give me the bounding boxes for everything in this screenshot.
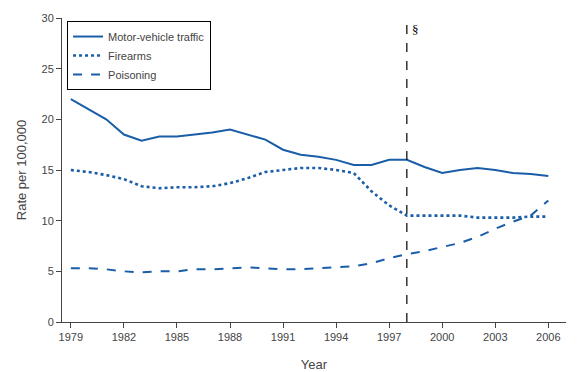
svg-text:1991: 1991 (271, 331, 295, 343)
svg-text:Poisoning: Poisoning (108, 69, 156, 81)
svg-text:25: 25 (42, 63, 54, 75)
svg-text:10: 10 (42, 215, 54, 227)
svg-text:2000: 2000 (430, 331, 454, 343)
svg-text:1985: 1985 (165, 331, 189, 343)
svg-text:Firearms: Firearms (108, 50, 152, 62)
svg-text:2006: 2006 (536, 331, 560, 343)
svg-text:1988: 1988 (218, 331, 242, 343)
svg-text:1997: 1997 (377, 331, 401, 343)
svg-text:15: 15 (42, 164, 54, 176)
svg-text:2003: 2003 (483, 331, 507, 343)
svg-text:20: 20 (42, 113, 54, 125)
svg-text:30: 30 (42, 12, 54, 24)
svg-text:5: 5 (48, 265, 54, 277)
svg-text:1979: 1979 (59, 331, 83, 343)
svg-text:0: 0 (48, 316, 54, 328)
svg-text:1982: 1982 (112, 331, 136, 343)
svg-text:§: § (412, 22, 419, 37)
svg-text:1994: 1994 (324, 331, 348, 343)
svg-text:Year: Year (301, 357, 328, 372)
svg-text:Motor-vehicle traffic: Motor-vehicle traffic (108, 31, 204, 43)
svg-text:Rate per 100,000: Rate per 100,000 (14, 120, 29, 220)
